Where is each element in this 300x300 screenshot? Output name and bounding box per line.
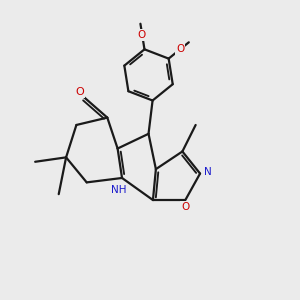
Text: O: O (137, 30, 146, 40)
Text: NH: NH (111, 185, 127, 195)
Text: N: N (204, 167, 212, 177)
Text: O: O (181, 202, 190, 212)
Text: O: O (176, 44, 184, 54)
Text: O: O (75, 87, 84, 97)
